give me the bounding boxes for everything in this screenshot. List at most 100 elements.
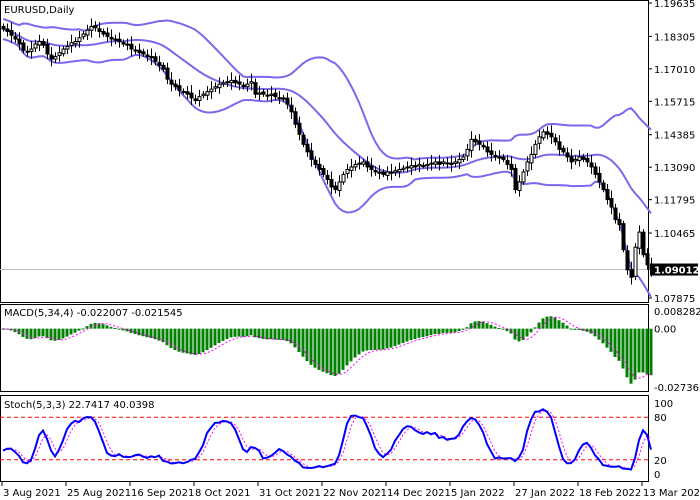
bull-candle — [65, 46, 70, 50]
macd-histogram-bar — [29, 328, 33, 340]
bear-candle — [605, 189, 610, 201]
macd-histogram-bar — [453, 328, 457, 333]
macd-histogram-bar — [345, 328, 349, 366]
macd-histogram-bar — [53, 328, 57, 341]
bull-candle — [573, 158, 578, 162]
bull-candle — [337, 181, 342, 192]
macd-histogram-bar — [177, 328, 181, 352]
macd-histogram-bar — [445, 328, 449, 333]
macd-histogram-bar — [337, 328, 341, 374]
macd-histogram-bar — [169, 328, 173, 349]
macd-histogram-bar — [609, 328, 613, 352]
macd-histogram-bar — [137, 328, 141, 336]
date-tick-label: 13 Mar 2022 — [643, 488, 700, 499]
bull-candle — [85, 29, 90, 36]
price-tick-label: 1.19635 — [654, 0, 695, 10]
bear-candle — [609, 198, 614, 208]
current-price-marker — [650, 263, 698, 276]
macd-histogram-bar — [561, 322, 565, 329]
bear-candle — [513, 167, 518, 191]
macd-panel[interactable] — [1, 316, 653, 384]
macd-tick-label: 0.00 — [654, 325, 676, 336]
macd-histogram-bar — [105, 325, 109, 329]
macd-histogram-bar — [241, 328, 245, 337]
macd-histogram-bar — [513, 328, 517, 340]
bull-candle — [401, 167, 406, 170]
bear-candle — [301, 134, 306, 145]
bear-candle — [185, 91, 190, 95]
bear-candle — [17, 38, 22, 45]
bear-candle — [313, 159, 318, 165]
stoch-tick-label: 80 — [654, 413, 667, 424]
macd-histogram-bar — [505, 328, 509, 332]
macd-histogram-bar — [537, 322, 541, 329]
macd-histogram-bar — [549, 316, 553, 329]
macd-histogram-bar — [173, 328, 177, 351]
macd-histogram-bar — [581, 328, 585, 331]
bull-candle — [357, 162, 362, 165]
bull-candle — [353, 163, 358, 168]
macd-histogram-bar — [597, 328, 601, 340]
price-panel[interactable] — [0, 17, 654, 298]
macd-histogram-bar — [637, 328, 641, 373]
macd-histogram-bar — [557, 320, 561, 329]
price-tick-label: 1.13090 — [654, 163, 695, 174]
bull-candle — [197, 96, 202, 101]
macd-histogram-bar — [201, 328, 205, 353]
macd-histogram-bar — [373, 328, 377, 350]
bear-candle — [133, 49, 138, 52]
macd-histogram-bar — [281, 328, 285, 341]
macd-histogram-bar — [621, 328, 625, 369]
macd-histogram-bar — [157, 328, 161, 341]
macd-histogram-bar — [585, 328, 589, 332]
macd-histogram-bar — [341, 328, 345, 370]
bull-candle — [345, 168, 350, 174]
macd-histogram-bar — [69, 328, 73, 335]
macd-histogram-bar — [377, 328, 381, 350]
macd-histogram-bar — [473, 321, 477, 329]
macd-histogram-bar — [81, 328, 85, 330]
macd-histogram-bar — [293, 328, 297, 348]
bull-candle — [349, 166, 354, 171]
bear-candle — [505, 159, 510, 165]
bull-candle — [53, 56, 58, 60]
macd-histogram-bar — [545, 316, 549, 329]
macd-histogram-bar — [261, 328, 265, 339]
macd-histogram-bar — [45, 328, 49, 339]
bear-candle — [325, 174, 330, 180]
macd-histogram-bar — [413, 328, 417, 340]
stochastic-panel[interactable] — [0, 408, 652, 471]
macd-histogram-bar — [297, 328, 301, 352]
bear-candle — [293, 111, 298, 125]
bull-candle — [209, 88, 214, 93]
bear-candle — [549, 132, 554, 138]
macd-histogram-bar — [457, 328, 461, 332]
bull-candle — [221, 82, 226, 85]
macd-histogram-bar — [109, 326, 113, 329]
macd-histogram-bar — [309, 328, 313, 365]
bear-candle — [145, 54, 150, 58]
bull-candle — [637, 231, 642, 249]
macd-histogram-bar — [389, 328, 393, 348]
macd-histogram-bar — [493, 326, 497, 329]
macd-histogram-bar — [433, 328, 437, 335]
bear-candle — [569, 156, 574, 163]
macd-histogram-bar — [49, 328, 53, 341]
bull-candle — [537, 136, 542, 144]
bull-candle — [521, 171, 526, 183]
macd-histogram-bar — [481, 321, 485, 329]
macd-histogram-bar — [141, 328, 145, 337]
macd-histogram-bar — [289, 328, 293, 344]
macd-histogram-bar — [21, 328, 25, 337]
macd-histogram-bar — [113, 328, 117, 330]
stoch-tick-label: 100 — [654, 399, 673, 410]
bear-candle — [137, 49, 142, 54]
macd-histogram-bar — [269, 328, 273, 340]
bear-candle — [193, 98, 198, 101]
bear-candle — [161, 64, 166, 70]
bear-candle — [93, 24, 98, 29]
bull-candle — [461, 156, 466, 160]
bull-candle — [541, 131, 546, 139]
macd-histogram-bar — [401, 328, 405, 344]
